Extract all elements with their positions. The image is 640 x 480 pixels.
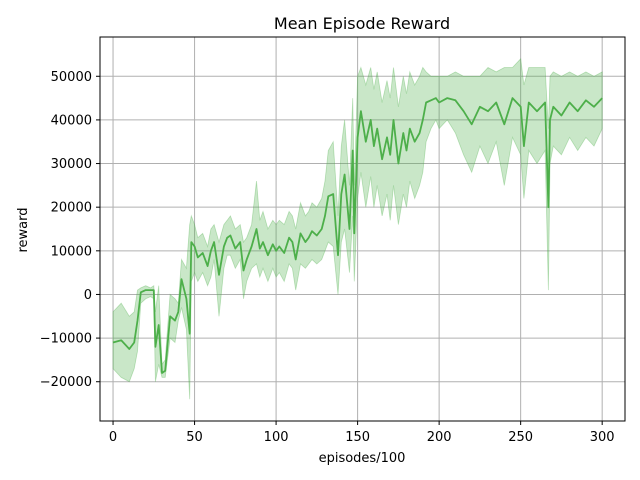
x-tick-label: 250 xyxy=(508,430,533,445)
y-tick-label: 50000 xyxy=(51,70,92,85)
confidence-band-group xyxy=(112,57,603,400)
y-tick-label: 40000 xyxy=(51,113,92,128)
x-axis-ticks: 0 50 100 150 200 250 300 xyxy=(109,421,615,445)
y-tick-label: 0 xyxy=(84,288,92,303)
x-axis-label: episodes/100 xyxy=(319,451,406,466)
reward-confidence-band xyxy=(112,57,603,400)
y-tick-label: 10000 xyxy=(51,244,92,259)
y-tick-label: 30000 xyxy=(51,157,92,172)
y-tick-label: −10000 xyxy=(40,332,92,347)
x-tick-label: 200 xyxy=(427,430,452,445)
plot-frame xyxy=(99,36,626,422)
x-tick-label: 300 xyxy=(590,430,615,445)
y-tick-label: −20000 xyxy=(40,375,92,390)
mean-line-group xyxy=(112,97,603,374)
y-tick-label: 20000 xyxy=(51,201,92,216)
x-tick-label: 50 xyxy=(186,430,203,445)
x-tick-label: 150 xyxy=(345,430,370,445)
y-axis-label: reward xyxy=(16,207,31,252)
mean-reward-line xyxy=(112,97,603,374)
x-tick-label: 0 xyxy=(109,430,117,445)
chart-title: Mean Episode Reward xyxy=(274,14,450,33)
x-tick-label: 100 xyxy=(264,430,289,445)
y-axis-ticks: −20000 −10000 0 10000 20000 30000 40000 50000 xyxy=(40,70,100,390)
